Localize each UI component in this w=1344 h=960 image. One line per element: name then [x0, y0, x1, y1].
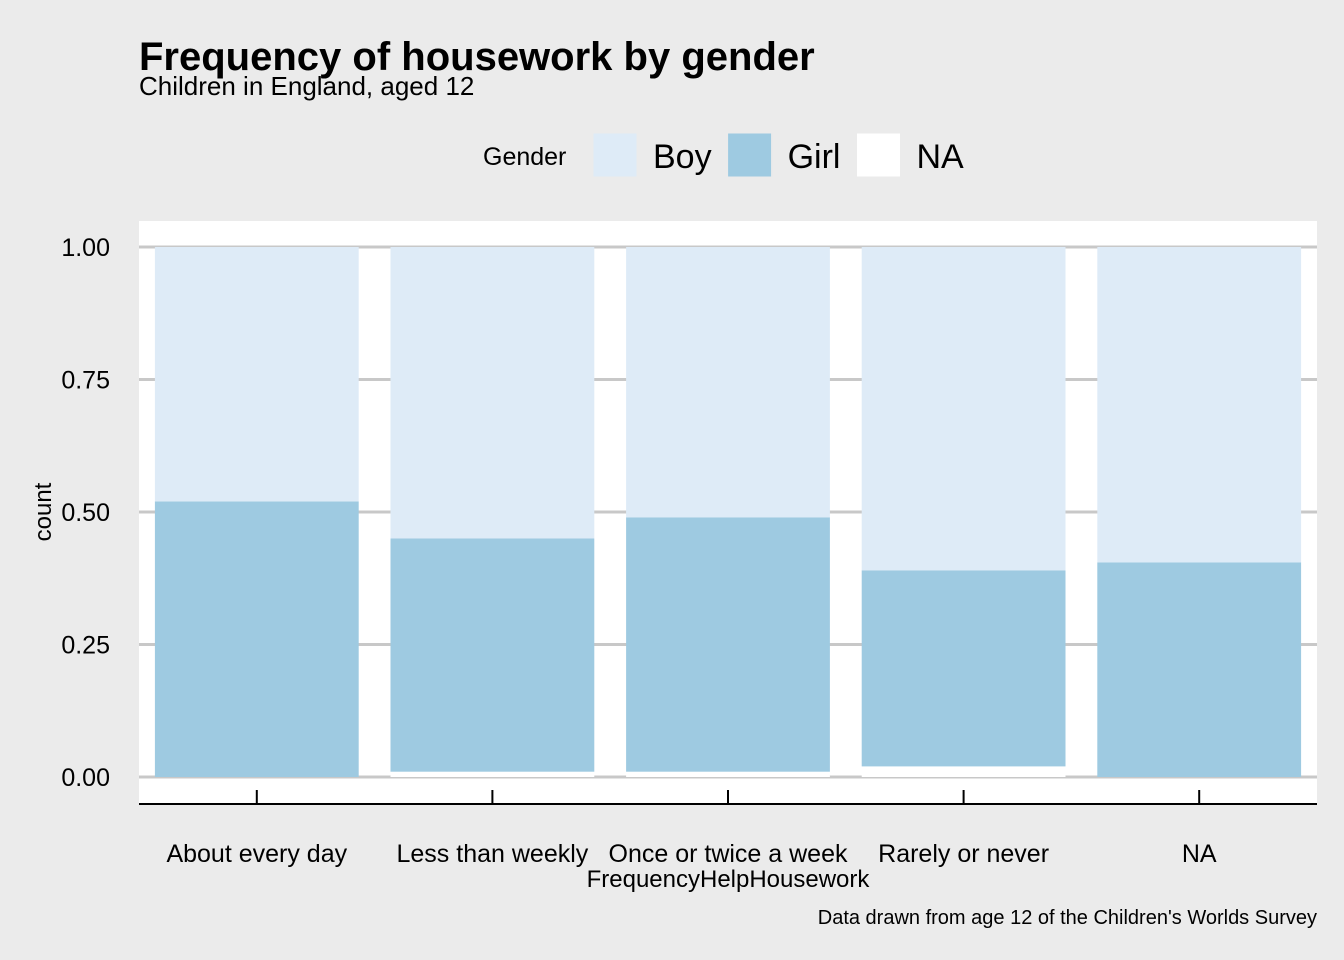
bar-segment-boy: [154, 247, 359, 502]
bar-segment-boy: [390, 247, 595, 539]
y-tick-label: 0.50: [61, 499, 110, 527]
y-tick-label: 0.00: [61, 764, 110, 792]
bar-segment-girl: [390, 538, 595, 772]
chart-caption: Data drawn from age 12 of the Children's…: [818, 907, 1317, 929]
legend-label-na: NA: [916, 138, 964, 176]
y-tick-label: 0.25: [61, 632, 110, 660]
x-tick-label: Rarely or never: [878, 840, 1049, 868]
x-tick-label: Less than weekly: [397, 840, 589, 868]
y-axis: 0.00 0.25 0.50 0.75 1.00: [61, 234, 110, 792]
legend: Gender Boy Girl NA: [483, 132, 964, 178]
x-axis: About every day Less than weekly Once or t…: [166, 790, 1217, 868]
chart-title: Frequency of housework by gender: [139, 35, 815, 79]
chart-subtitle: Children in England, aged 12: [139, 71, 474, 101]
legend-title: Gender: [483, 143, 566, 171]
x-tick-label: NA: [1182, 840, 1217, 868]
bar-segment-girl: [154, 501, 359, 777]
y-tick-label: 1.00: [61, 234, 110, 262]
bar-segment-girl: [861, 570, 1066, 767]
legend-swatch-girl: [727, 132, 773, 178]
y-tick-label: 0.75: [61, 367, 110, 395]
bars: [154, 247, 1302, 777]
bar-segment-boy: [861, 247, 1066, 571]
x-tick-label: About every day: [166, 840, 347, 868]
bar-segment-girl: [626, 517, 830, 772]
y-axis-title: count: [30, 482, 57, 541]
bar-segment-boy: [626, 247, 830, 518]
legend-swatch-boy: [592, 132, 638, 178]
x-axis-title: FrequencyHelpHousework: [587, 866, 871, 893]
legend-label-boy: Boy: [653, 138, 712, 176]
bar-segment-na: [390, 771, 595, 777]
bar-segment-girl: [1097, 562, 1302, 777]
bar-segment-na: [626, 771, 830, 777]
x-tick-label: Once or twice a week: [609, 840, 848, 868]
legend-label-girl: Girl: [788, 138, 841, 176]
legend-swatch-na: [855, 132, 901, 178]
bar-segment-na: [861, 766, 1066, 777]
bar-segment-boy: [1097, 247, 1302, 563]
